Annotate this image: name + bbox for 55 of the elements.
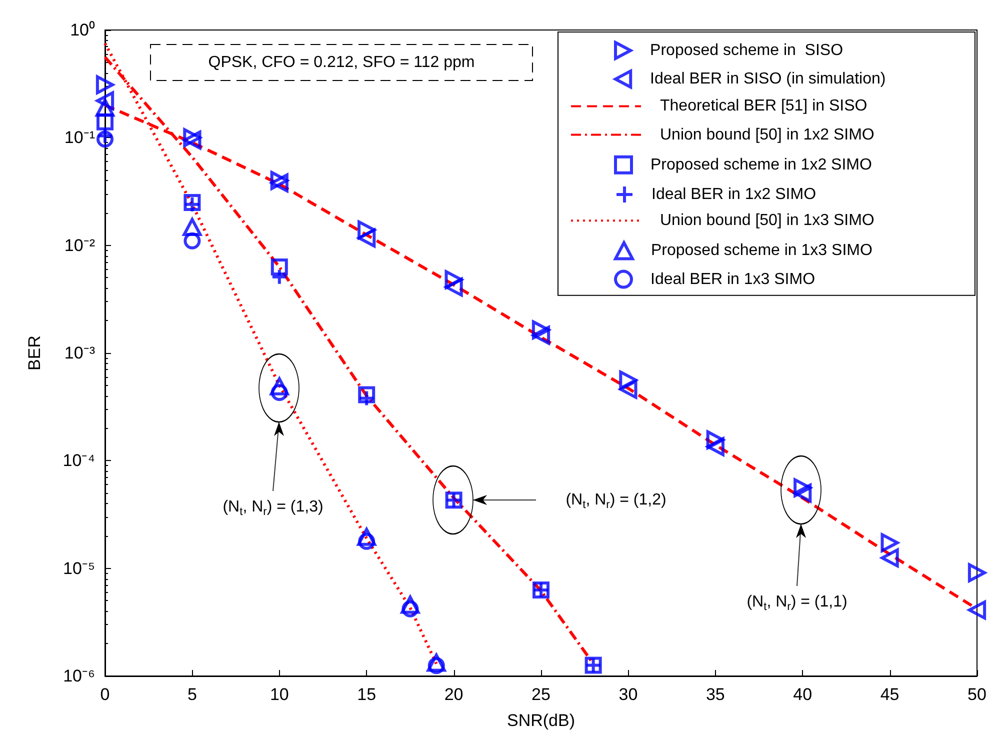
point [96, 130, 114, 148]
point [706, 437, 724, 456]
legend-label: Theoretical BER [51] in SISO [660, 98, 868, 115]
legend-label: Ideal BER in 1x2 SIMO [652, 186, 816, 203]
y-tick-label: 10⁰ [70, 20, 95, 40]
x-axis-title: SNR(dB) [506, 711, 576, 730]
point [426, 654, 446, 672]
y-tick-label: 10⁻¹ [64, 128, 96, 148]
point [880, 548, 899, 568]
y-axis-title: BER [25, 336, 44, 370]
point [182, 218, 202, 236]
y-tick-label: 10⁻³ [64, 344, 96, 362]
point [400, 596, 420, 614]
point [96, 75, 114, 94]
point [619, 370, 638, 390]
point [358, 220, 376, 240]
point [444, 278, 463, 297]
point [706, 430, 724, 450]
legend-label: Proposed scheme in SISO [650, 42, 844, 59]
legend-label: Ideal BER in 1x3 SIMO [650, 270, 816, 288]
point [270, 258, 288, 276]
y-tick-label: 10⁻⁶ [63, 666, 95, 686]
y-tick-label: 10⁻⁵ [63, 558, 95, 578]
legend-label: Union bound [50] in 1x2 SIMO [660, 126, 874, 144]
x-tick-label: 35 [706, 685, 725, 704]
annotation: QPSK, CFO = 0.212, SFO = 112 ppm [208, 54, 475, 71]
point [532, 320, 550, 340]
legend-label: Proposed scheme in 1x3 SIMO [650, 242, 872, 260]
point [968, 563, 986, 582]
x-tick-label: 0 [100, 685, 110, 704]
x-tick-label: 20 [444, 685, 464, 704]
point [968, 600, 986, 620]
x-tick-label: 25 [532, 685, 550, 704]
legend-label: Union bound [50] in 1x3 SIMO [660, 212, 874, 230]
x-tick-label: 30 [618, 685, 638, 704]
x-tick-label: 40 [793, 685, 812, 704]
x-tick-label: 10 [270, 685, 289, 704]
point [96, 98, 114, 117]
point [96, 91, 114, 110]
x-tick-label: 5 [187, 685, 197, 704]
point [532, 326, 550, 345]
point [184, 232, 201, 250]
point [619, 380, 638, 399]
point [357, 528, 376, 546]
point [358, 228, 376, 248]
point [880, 533, 899, 552]
y-tick-label: 10⁻² [64, 236, 96, 255]
point [444, 270, 463, 290]
x-tick-label: 45 [880, 685, 900, 704]
y-tick-label: 10⁻⁴ [62, 451, 95, 470]
point [358, 386, 376, 404]
legend-label: Ideal BER in SISO (in simulation) [650, 70, 886, 88]
legend-label: Proposed scheme in 1x2 SIMO [650, 156, 872, 174]
x-tick-label: 15 [357, 685, 376, 704]
x-tick-label: 50 [968, 685, 986, 704]
